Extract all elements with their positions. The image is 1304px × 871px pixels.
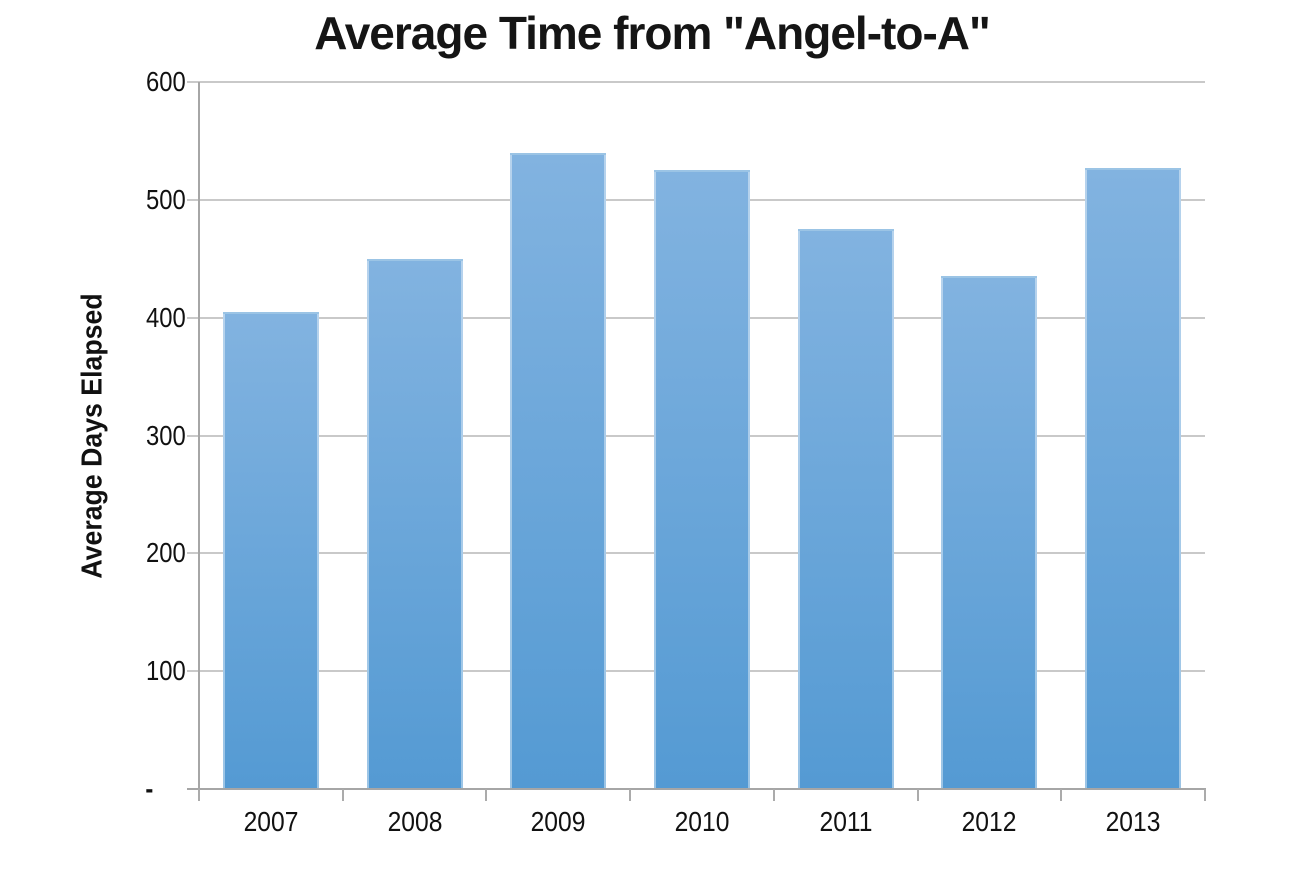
- x-axis-tick-4: [772, 789, 775, 801]
- gridline-600: [187, 81, 1205, 84]
- y-tick-label-600: 600: [146, 66, 186, 97]
- y-tick-label-300: 300: [146, 419, 186, 451]
- x-tick-label-2007: 2007: [243, 806, 299, 837]
- bar-2012: [941, 276, 1038, 789]
- y-tick-label-200: 200: [146, 537, 186, 569]
- plot-area: [187, 81, 1205, 789]
- bar-2007: [222, 312, 319, 789]
- x-axis-tick-1: [341, 789, 344, 801]
- x-tick-label-2010: 2010: [674, 806, 730, 837]
- x-axis-tick-3: [629, 789, 632, 801]
- y-axis-title-text: Average Days Elapsed: [76, 293, 109, 579]
- bar-2010: [654, 170, 750, 789]
- chart-title: Average Time from "Angel-to-A": [314, 7, 991, 59]
- y-tick-label-0: -: [145, 773, 153, 804]
- x-tick-label-2008: 2008: [387, 806, 442, 837]
- x-tick-label-2012: 2012: [962, 806, 1017, 837]
- y-tick-label-500: 500: [146, 183, 186, 215]
- x-axis-tick-2: [485, 789, 488, 801]
- x-axis-tick-0: [198, 789, 200, 801]
- bar-2008: [366, 259, 463, 789]
- bar-2011: [797, 229, 894, 789]
- y-tick-label-400: 400: [146, 301, 186, 333]
- y-axis-line: [198, 82, 200, 789]
- bar-2009: [510, 153, 607, 789]
- x-tick-label-2009: 2009: [530, 806, 586, 837]
- x-axis-tick-7: [1204, 789, 1206, 801]
- x-axis-line: [187, 788, 1206, 790]
- y-tick-label-100: 100: [146, 655, 186, 687]
- x-tick-label-2011: 2011: [819, 806, 873, 837]
- x-tick-label-2013: 2013: [1105, 806, 1161, 837]
- x-axis-tick-5: [916, 789, 919, 801]
- x-axis-tick-6: [1060, 789, 1063, 801]
- bar-2013: [1085, 168, 1182, 789]
